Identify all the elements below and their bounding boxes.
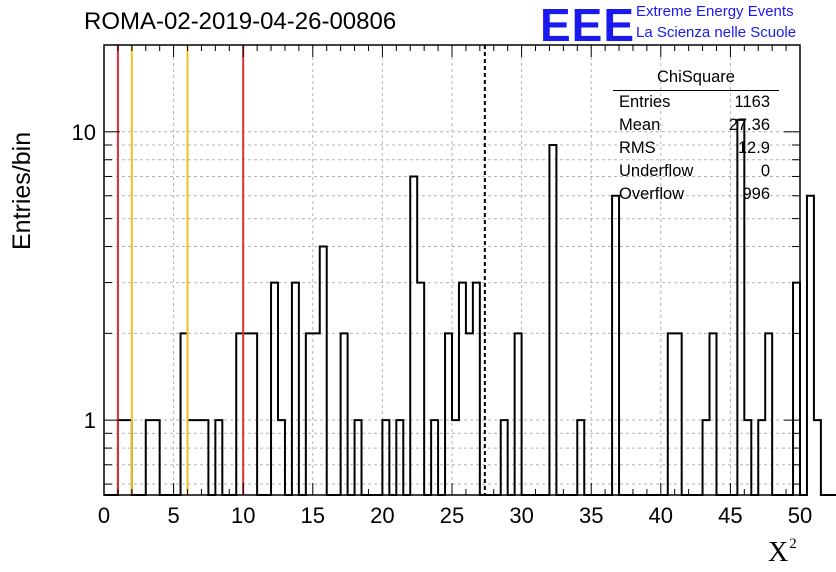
- x-axis-label: X2: [768, 536, 797, 569]
- stats-value: 12.9: [737, 139, 770, 157]
- x-tick-label: 50: [788, 503, 812, 528]
- stats-label: Overflow: [619, 185, 685, 203]
- x-tick-label: 10: [231, 503, 255, 528]
- stats-row-rms: RMS 12.9: [613, 137, 779, 160]
- logo-line1: Extreme Energy Events: [636, 3, 794, 20]
- tick-labels: 0 5 10 15 20 25 30 35 40 45 50 1 10: [72, 120, 813, 528]
- x-tick-label: 5: [167, 503, 179, 528]
- x-axis-label-base: X: [768, 537, 789, 568]
- stats-label: Entries: [619, 93, 671, 111]
- eee-logo: EEE: [540, 0, 636, 51]
- run-title: ROMA-02-2019-04-26-00806: [84, 8, 397, 35]
- stats-label: RMS: [619, 139, 656, 157]
- x-axis-label-superscript: 2: [789, 536, 797, 552]
- stats-value: 0: [760, 162, 770, 180]
- x-tick-label: 35: [579, 503, 603, 528]
- stats-row-underflow: Underflow 0: [613, 160, 779, 183]
- stats-row-overflow: Overflow 996: [613, 183, 779, 206]
- stats-label: Underflow: [619, 162, 694, 180]
- x-tick-label: 0: [98, 503, 110, 528]
- stats-title: ChiSquare: [613, 66, 779, 91]
- reference-lines: [116, 45, 486, 495]
- x-tick-label: 45: [718, 503, 742, 528]
- x-tick-label: 25: [440, 503, 464, 528]
- x-tick-label: 30: [509, 503, 533, 528]
- x-tick-label: 40: [649, 503, 673, 528]
- stats-value: 1163: [734, 93, 770, 111]
- x-tick-label: 20: [370, 503, 394, 528]
- y-tick-label: 10: [72, 120, 96, 145]
- axis-ticks: [103, 44, 801, 495]
- stats-value: 27.36: [728, 116, 770, 134]
- y-axis-label: Entries/bin: [8, 131, 36, 250]
- stats-value: 996: [742, 185, 770, 203]
- stats-label: Mean: [619, 116, 661, 134]
- stats-row-mean: Mean 27.36: [613, 114, 779, 137]
- x-tick-label: 15: [301, 503, 325, 528]
- stats-box: ChiSquare Entries 1163 Mean 27.36 RMS 12…: [613, 66, 779, 206]
- y-tick-label: 1: [84, 408, 96, 433]
- logo-line2: La Scienza nelle Scuole: [636, 24, 797, 41]
- stats-row-entries: Entries 1163: [613, 91, 779, 114]
